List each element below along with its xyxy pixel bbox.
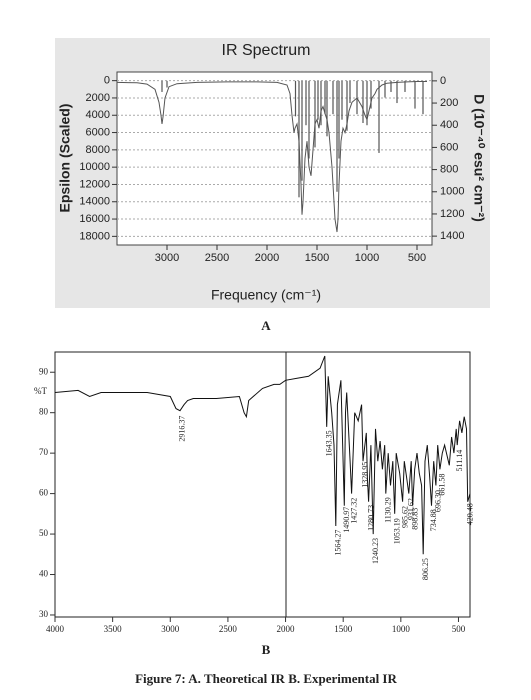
panel-label: A [261, 318, 271, 333]
chart-title: IR Spectrum [222, 42, 311, 59]
y2-tick-label: 1200 [440, 208, 464, 220]
y-tick-label: 0 [104, 75, 110, 87]
plot-area-b [54, 351, 471, 618]
figure-caption: Figure 7: A. Theoretical IR B. Experimen… [135, 671, 397, 686]
peak-label: 898.83 [410, 508, 419, 530]
y-tick-label: 16000 [79, 213, 110, 225]
y-tick-label: 4000 [86, 109, 110, 121]
x-tick-label: 2000 [277, 624, 296, 634]
peak-label: 1490.97 [342, 507, 351, 533]
y-tick-label: 70 [39, 447, 49, 457]
peak-label: 1427.32 [349, 498, 358, 524]
peak-label: 2916.37 [178, 416, 187, 442]
x-tick-label: 3000 [155, 252, 179, 264]
y-tick-label: 10000 [79, 161, 110, 173]
y-tick-label: 8000 [86, 144, 110, 156]
y-tick-label: 12000 [79, 178, 110, 190]
peak-label: 511.14 [455, 450, 464, 472]
y-axis-label: Epsilon (Scaled) [57, 104, 73, 213]
peak-label: 420.48 [465, 503, 474, 525]
x-tick-label: 1500 [305, 252, 329, 264]
peak-label: 734.88 [429, 509, 438, 531]
peak-label: 1643.35 [325, 430, 334, 456]
y2-tick-label: 1400 [440, 230, 464, 242]
y-tick-label: 90 [39, 366, 49, 376]
x-tick-label: 2500 [219, 624, 238, 634]
y-axis-label: %T [34, 386, 47, 396]
y-tick-label: 14000 [79, 196, 110, 208]
peak-label: 1053.19 [393, 518, 402, 544]
y-tick-label: 18000 [79, 230, 110, 242]
spectrum-line [54, 355, 471, 555]
x-tick-label: 3500 [104, 624, 123, 634]
y-tick-label: 40 [39, 569, 49, 579]
y-tick-label: 60 [39, 488, 49, 498]
y2-tick-label: 200 [440, 97, 458, 109]
y-tick-label: 80 [39, 407, 49, 417]
y2-tick-label: 400 [440, 119, 458, 131]
peak-label: 1328.95 [361, 462, 370, 488]
y2-tick-label: 1000 [440, 186, 464, 198]
y2-tick-label: 600 [440, 141, 458, 153]
y-tick-label: 50 [39, 528, 49, 538]
peak-label: 1130.29 [384, 497, 393, 523]
x-tick-label: 500 [452, 624, 466, 634]
x-tick-label: 2500 [205, 252, 229, 264]
y-tick-label: 2000 [86, 92, 110, 104]
peak-label: 931.62 [407, 498, 416, 520]
peak-label: 806.25 [421, 558, 430, 580]
y2-tick-label: 800 [440, 163, 458, 175]
peak-label: 661.58 [438, 474, 447, 496]
x-tick-label: 1000 [392, 624, 411, 634]
x-tick-label: 1000 [355, 252, 379, 264]
x-tick-label: 2000 [255, 252, 279, 264]
peak-label: 1240.23 [371, 538, 380, 564]
peak-label: 1280.73 [366, 505, 375, 531]
x-tick-label: 3000 [161, 624, 180, 634]
y2-tick-label: 0 [440, 75, 446, 87]
x-tick-label: 1500 [334, 624, 353, 634]
spectrum-line [116, 81, 427, 233]
peak-label: 985.62 [400, 506, 409, 528]
x-tick-label: 500 [408, 252, 426, 264]
panel-label: B [262, 642, 271, 657]
y-tick-label: 30 [39, 609, 49, 619]
y2-axis-label: D (10⁻⁴⁰ esu² cm⁻²) [471, 94, 487, 222]
peak-label: 696.30 [434, 490, 443, 512]
y-tick-label: 6000 [86, 126, 110, 138]
x-tick-label: 4000 [46, 624, 65, 634]
peak-label: 1564.27 [334, 530, 343, 556]
x-axis-label: Frequency (cm⁻¹) [211, 287, 321, 303]
